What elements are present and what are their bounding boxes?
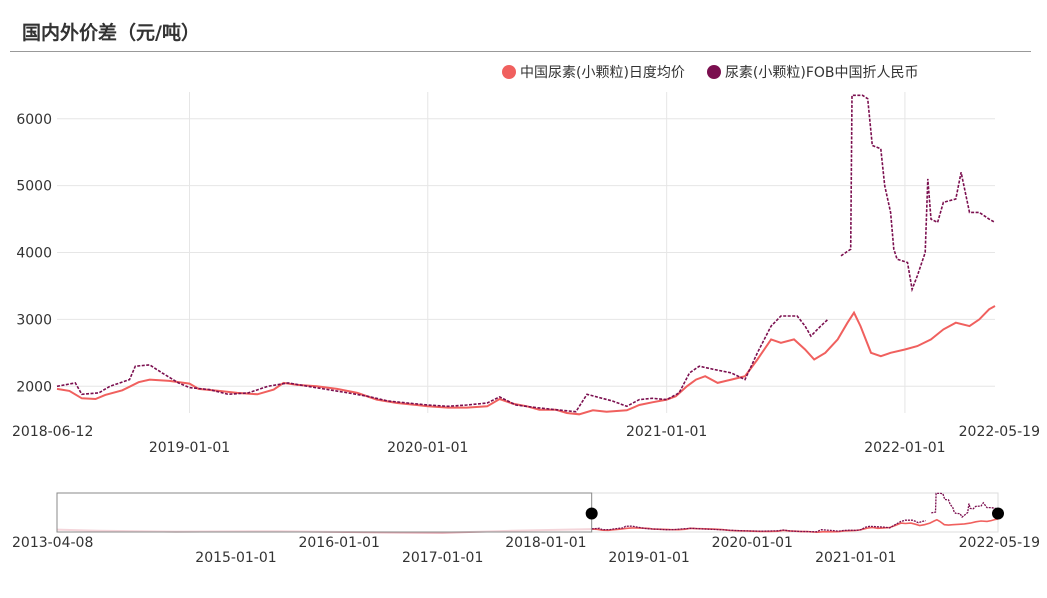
slider-tick-label: 2022-05-19: [959, 535, 1040, 551]
legend-label-domestic: 中国尿素(小颗粒)日度均价: [520, 65, 685, 81]
legend-item-domestic[interactable]: 中国尿素(小颗粒)日度均价: [502, 62, 685, 82]
x-tick-label: 2022-01-01: [864, 440, 945, 456]
x-tick-label: 2022-05-19: [959, 424, 1040, 440]
zoom-handle-left[interactable]: [585, 507, 598, 520]
legend-dot-fob: [706, 65, 721, 79]
series-line-domestic: [56, 305, 996, 416]
legend-item-fob[interactable]: 尿素(小颗粒)FOB中国折人民币: [706, 62, 919, 82]
slider-tick-label: 2021-01-01: [815, 550, 896, 566]
y-tick-label: 3000: [16, 312, 52, 328]
zoom-slider-mask: [56, 492, 593, 533]
slider-tick-label: 2018-01-01: [505, 535, 586, 551]
y-tick-label: 2000: [16, 379, 52, 395]
slider-tick-label: 2013-04-08: [12, 535, 93, 551]
y-tick-label: 6000: [16, 112, 52, 128]
y-tick-label: 4000: [16, 246, 52, 262]
slider-tick-label: 2017-01-01: [402, 550, 483, 566]
x-tick-label: 2018-06-12: [12, 424, 93, 440]
x-tick-label: 2020-01-01: [387, 440, 468, 456]
x-tick-label: 2021-01-01: [626, 424, 707, 440]
slider-tick-label: 2016-01-01: [298, 535, 379, 551]
chart-title: 国内外价差（元/吨）: [22, 22, 200, 44]
title-divider: [10, 51, 1031, 52]
chart-legend: 中国尿素(小颗粒)日度均价 尿素(小颗粒)FOB中国折人民币: [502, 62, 919, 82]
slider-tick-label: 2020-01-01: [712, 535, 793, 551]
legend-label-fob: 尿素(小颗粒)FOB中国折人民币: [724, 65, 919, 81]
x-tick-label: 2019-01-01: [149, 440, 230, 456]
slider-line-fob: [591, 492, 999, 533]
series-line-fob: [56, 94, 996, 413]
y-tick-label: 5000: [16, 179, 52, 195]
legend-dot-domestic: [502, 65, 516, 79]
slider-tick-label: 2015-01-01: [195, 550, 276, 566]
slider-tick-label: 2019-01-01: [608, 550, 689, 566]
zoom-handle-right[interactable]: [992, 507, 1004, 520]
